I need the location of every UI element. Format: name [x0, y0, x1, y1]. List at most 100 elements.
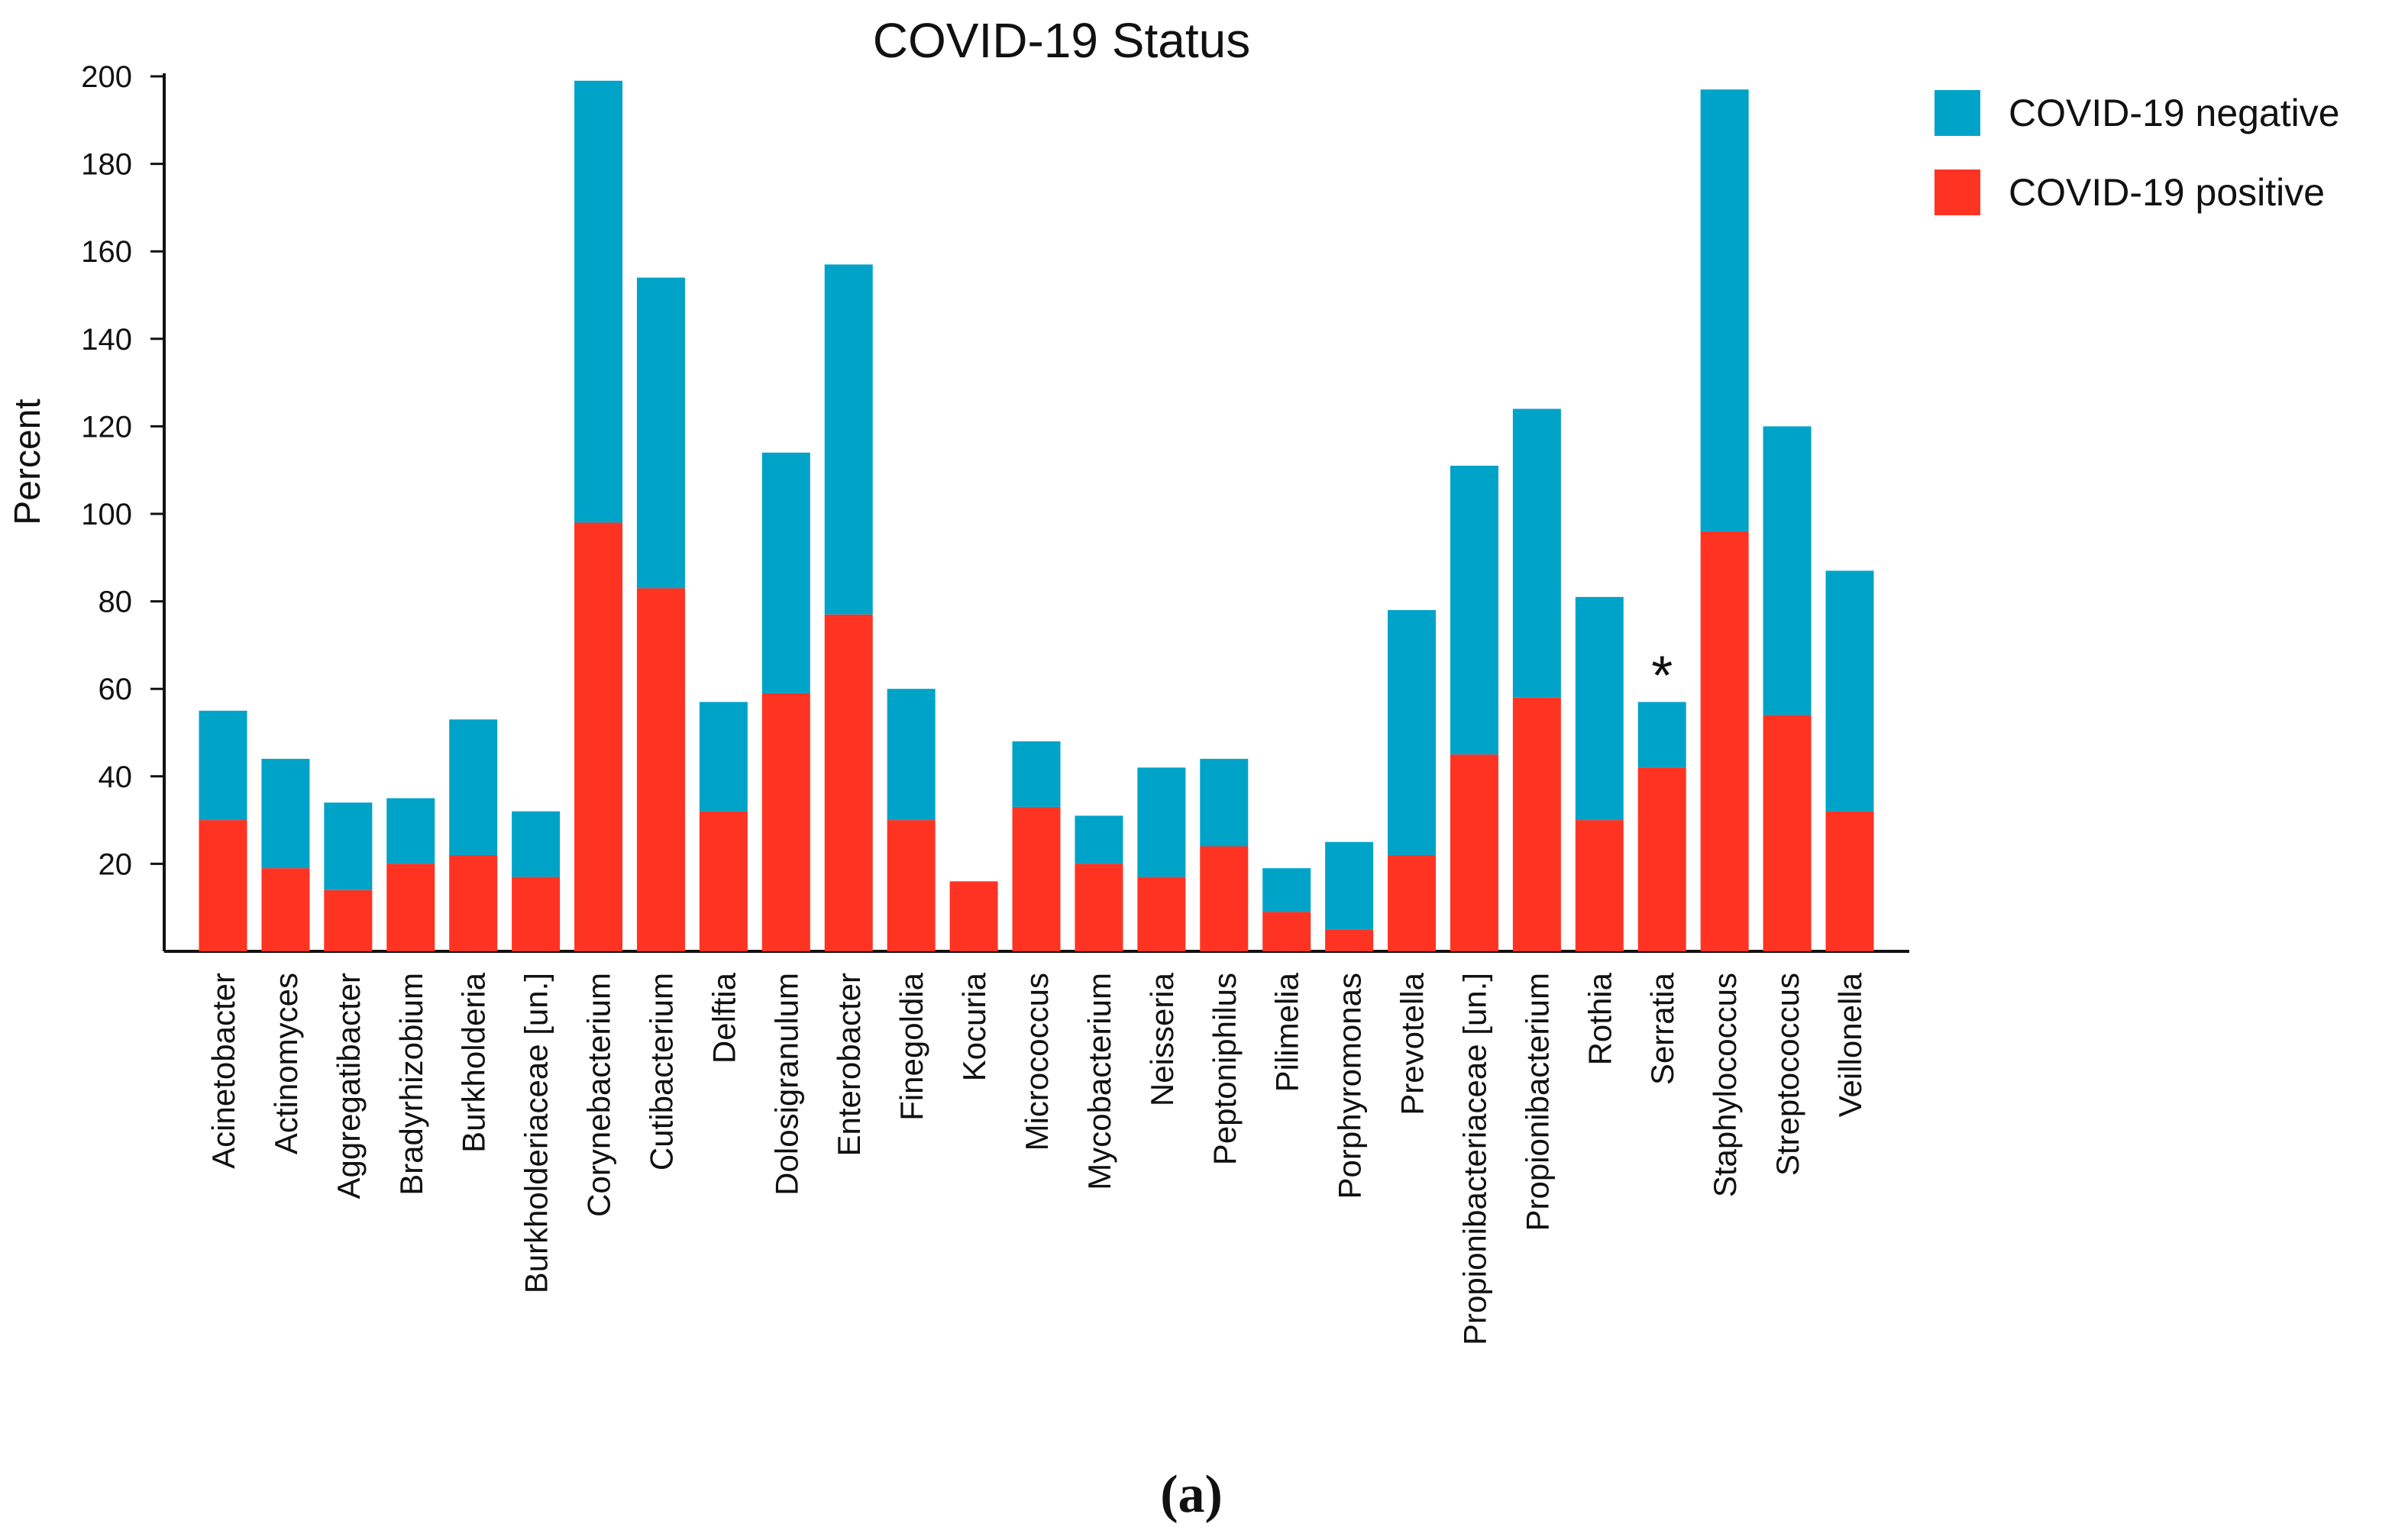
bar-positive [1450, 754, 1498, 951]
bar-positive [887, 820, 936, 951]
bar-positive [1388, 854, 1437, 951]
bar-positive [1825, 811, 1874, 951]
x-tick-label: Burkholderiaceae [un.] [519, 973, 554, 1293]
bar-negative [199, 710, 247, 821]
x-tick-label: Acinetobacter [205, 973, 241, 1169]
bar-positive [699, 811, 748, 951]
legend-label: COVID-19 negative [2009, 92, 2340, 134]
bar-positive [261, 868, 310, 951]
legend: COVID-19 negative COVID-19 positive [1934, 90, 2340, 215]
bar-positive [386, 864, 435, 951]
legend-swatch [1934, 90, 1980, 136]
y-axis-label: Percent [8, 399, 48, 525]
x-tick-label: Dolosigranulum [768, 973, 804, 1196]
bar-negative [1763, 426, 1812, 715]
bar-positive [1012, 806, 1061, 951]
bar-negative [1137, 767, 1186, 877]
y-tick-label: 140 [81, 323, 132, 357]
x-tick-labels: Acinetobacter Actinomyces Aggregatibacter B… [205, 972, 1868, 1345]
bar-negative [1512, 408, 1561, 698]
bar-positive [1575, 820, 1624, 951]
bar-positive [1512, 697, 1561, 951]
bar-negative [824, 264, 873, 615]
y-tick-label: 180 [81, 148, 132, 182]
x-tick-label: Actinomyces [268, 973, 304, 1154]
bar-positive [824, 614, 873, 951]
bar-negative [386, 798, 435, 864]
chart-title: COVID-19 Status [873, 13, 1250, 68]
bar-positive [324, 889, 373, 951]
bar-positive [449, 854, 498, 951]
bar-negative [1637, 702, 1686, 768]
x-tick-label: Neisseria [1144, 972, 1180, 1106]
bar-positive [761, 693, 810, 951]
bar-negative [1012, 741, 1061, 807]
bar-negative [699, 702, 748, 812]
x-tick-label: Propionibacterium [1519, 973, 1555, 1232]
bars [199, 80, 1874, 951]
y-tick-label: 200 [81, 60, 132, 94]
x-tick-label: Propionibacteriaceae [un.] [1456, 973, 1492, 1345]
bar-negative [1825, 570, 1874, 812]
bar-negative [1200, 758, 1249, 847]
bar-negative [261, 758, 310, 869]
x-tick-label: Bradyrhizobium [393, 973, 429, 1196]
x-tick-label: Finegoldia [894, 972, 929, 1120]
x-tick-label: Mycobacterium [1081, 973, 1117, 1190]
x-tick-label: Delftia [706, 972, 742, 1064]
y-tick-label: 80 [99, 586, 133, 619]
bar-positive [1637, 767, 1686, 951]
x-tick-label: Staphylococcus [1707, 973, 1743, 1197]
bar-negative [1450, 465, 1498, 755]
bar-negative [1075, 815, 1123, 864]
bar-positive [1700, 531, 1749, 951]
x-tick-label: Pilimelia [1269, 972, 1305, 1092]
bar-positive [1763, 715, 1812, 951]
bar-negative [1262, 868, 1311, 912]
legend-swatch [1934, 169, 1980, 215]
x-tick-label: Porphyromonas [1332, 973, 1368, 1199]
x-tick-label: Corynebacterium [581, 973, 617, 1217]
bar-negative [574, 80, 623, 523]
x-tick-label: Serratia [1644, 972, 1680, 1085]
x-tick-label: Kocuria [956, 972, 992, 1081]
x-tick-label: Aggregatibacter [331, 973, 367, 1199]
bar-positive [1137, 877, 1186, 951]
x-tick-label: Peptoniphilus [1207, 973, 1243, 1165]
y-tick-label: 100 [81, 498, 132, 531]
bar-negative [449, 719, 498, 855]
legend-label: COVID-19 positive [2009, 171, 2325, 214]
bar-negative [324, 802, 373, 890]
y-tick-label: 120 [81, 410, 132, 444]
x-tick-label: Streptococcus [1770, 973, 1805, 1176]
y-tick-label: 20 [99, 847, 133, 881]
x-tick-label: Veillonella [1832, 972, 1868, 1117]
x-tick-label: Rothia [1582, 972, 1618, 1065]
bar-negative [636, 277, 685, 589]
y-tick-label: 40 [99, 760, 133, 794]
bar-negative [1575, 596, 1624, 821]
bar-negative [1700, 89, 1749, 531]
x-tick-label: Micrococcus [1019, 973, 1055, 1151]
x-tick-label: Enterobacter [831, 973, 867, 1156]
bar-negative [1325, 841, 1374, 930]
bar-positive [1075, 864, 1123, 951]
bar-positive [1200, 846, 1249, 951]
x-tick-label: Cutibacterium [643, 973, 679, 1170]
y-tick-label: 60 [99, 673, 133, 706]
bar-positive [1262, 912, 1311, 951]
bar-negative [512, 811, 561, 877]
significance-marker: * [1651, 645, 1673, 706]
bar-positive [512, 877, 561, 951]
bar-positive [636, 588, 685, 951]
bar-positive [949, 881, 998, 951]
x-tick-label: Prevotella [1395, 972, 1430, 1115]
y-axis: 20 40 60 80 100 120 140 160 180 200 [81, 60, 166, 951]
bar-negative [1388, 610, 1437, 855]
x-tick-label: Burkholderia [456, 972, 492, 1152]
bar-positive [1325, 929, 1374, 951]
annotations: * [1651, 645, 1673, 706]
figure-caption: (a) [1160, 1465, 1223, 1524]
